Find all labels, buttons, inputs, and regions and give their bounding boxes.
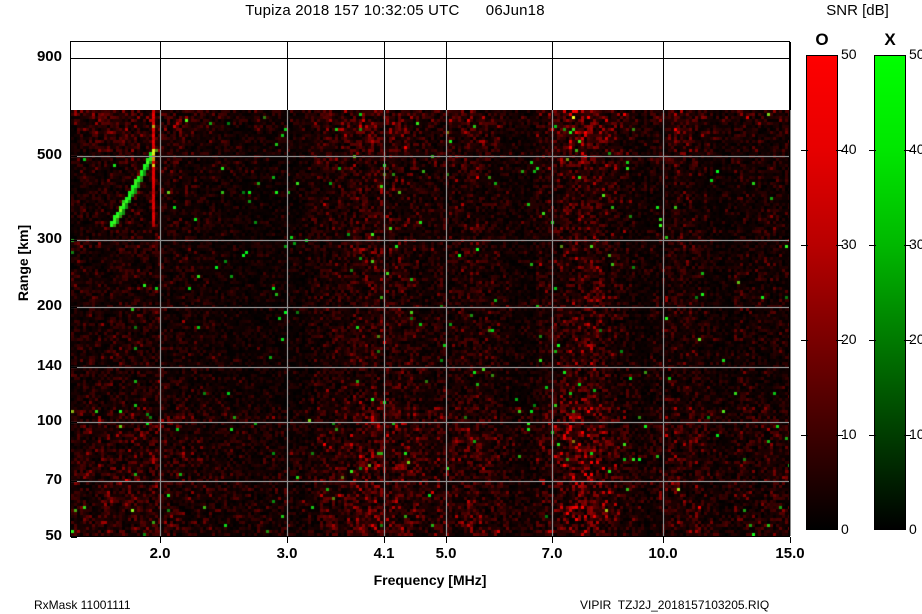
x-tick-label-2.0: 2.0 — [149, 545, 171, 562]
gridline-v-upper-6 — [790, 42, 791, 110]
y-tick-label-140: 140 — [36, 357, 62, 374]
colorbar-o-tick-label-20: 20 — [841, 331, 857, 347]
y-tick-mark-2 — [71, 240, 77, 241]
x-tick-mark-0 — [160, 537, 161, 543]
x-tick-mark-4 — [552, 537, 553, 543]
colorbar-o-tick-label-40: 40 — [841, 141, 857, 157]
gridline-v-upper-1 — [287, 42, 288, 110]
colorbar-o-tick-label-30: 30 — [841, 236, 857, 252]
gridline-v-0 — [160, 110, 161, 536]
x-tick-mark-6 — [790, 537, 791, 543]
colorbar-x-tick-right-2 — [904, 340, 911, 341]
gridline-v-upper-3 — [446, 42, 447, 110]
gridline-h-3 — [71, 307, 789, 308]
x-tick-label-3.0: 3.0 — [276, 545, 298, 562]
colorbar-o-tick-right-4 — [836, 150, 843, 151]
colorbar-x-tick-label-20: 20 — [909, 331, 922, 347]
colorbar-x-tick-label-10: 10 — [909, 426, 922, 442]
page-title: Tupiza 2018 157 10:32:05 UTC 06Jun18 — [245, 2, 545, 19]
gridline-v-6 — [790, 110, 791, 536]
rxmask-footer: RxMask 11001111 — [34, 598, 131, 612]
gridline-h-6 — [71, 481, 789, 482]
gridline-v-upper-4 — [552, 42, 553, 110]
x-axis-label: Frequency [MHz] — [373, 572, 487, 588]
colorbar-o-tick-1 — [801, 435, 808, 436]
gridline-h-4 — [71, 367, 789, 368]
y-tick-mark-7 — [71, 537, 77, 538]
gridline-h-2 — [71, 240, 789, 241]
gridline-h-1 — [71, 156, 789, 157]
gridline-v-1 — [287, 110, 288, 536]
gridline-v-upper-0 — [160, 42, 161, 110]
colorbar-o-tick-3 — [801, 245, 808, 246]
gridline-v-5 — [663, 110, 664, 536]
x-tick-label-4.1: 4.1 — [373, 545, 395, 562]
colorbar-title: SNR [dB] — [826, 2, 889, 19]
colorbar-x-tick-right-1 — [904, 435, 911, 436]
gridline-h-0 — [71, 58, 789, 59]
y-tick-mark-0 — [71, 58, 77, 59]
y-tick-label-100: 100 — [36, 412, 62, 429]
y-tick-mark-4 — [71, 367, 77, 368]
colorbar-x-tick-2 — [869, 340, 876, 341]
colorbar-o-tick-4 — [801, 150, 808, 151]
colorbar-x-tick-4 — [869, 150, 876, 151]
vipir-filename-footer: VIPIR TZJ2J_2018157103205.RIQ — [580, 598, 770, 612]
colorbar-x-tick-label-0: 0 — [909, 521, 917, 537]
colorbar-o-tick-label-10: 10 — [841, 426, 857, 442]
gridline-v-upper-5 — [663, 42, 664, 110]
y-tick-mark-5 — [71, 422, 77, 423]
colorbar-o-tick-2 — [801, 340, 808, 341]
colorbar-x-tick-label-40: 40 — [909, 141, 922, 157]
y-tick-mark-6 — [71, 481, 77, 482]
x-tick-label-10.0: 10.0 — [648, 545, 678, 562]
colorbar-o-label: O — [815, 30, 829, 49]
gridline-v-upper-2 — [384, 42, 385, 110]
x-tick-mark-3 — [446, 537, 447, 543]
y-tick-mark-3 — [71, 307, 77, 308]
gridline-v-2 — [384, 110, 385, 536]
y-tick-label-70: 70 — [45, 471, 62, 488]
gridline-h-5 — [71, 422, 789, 423]
x-tick-label-5.0: 5.0 — [435, 545, 457, 562]
colorbar-x-tick-right-3 — [904, 245, 911, 246]
ionogram-heatmap[interactable] — [71, 110, 789, 536]
y-tick-label-900: 900 — [36, 48, 62, 65]
colorbar-x-tick-1 — [869, 435, 876, 436]
colorbar-x-gradient[interactable] — [874, 55, 906, 530]
colorbar-o-tick-right-3 — [836, 245, 843, 246]
colorbar-x-tick-label-30: 30 — [909, 236, 922, 252]
colorbar-o-tick-right-1 — [836, 435, 843, 436]
colorbar-o-tick-label-50: 50 — [841, 46, 857, 62]
colorbar-x-tick-label-50: 50 — [909, 46, 922, 62]
y-tick-label-500: 500 — [36, 146, 62, 163]
x-tick-mark-5 — [663, 537, 664, 543]
colorbar-x-tick-3 — [869, 245, 876, 246]
y-tick-label-50: 50 — [45, 527, 62, 544]
colorbar-x-tick-right-4 — [904, 150, 911, 151]
x-tick-label-7.0: 7.0 — [541, 545, 563, 562]
y-tick-label-300: 300 — [36, 230, 62, 247]
gridline-v-4 — [552, 110, 553, 536]
colorbar-o-tick-right-2 — [836, 340, 843, 341]
colorbar-o-gradient[interactable] — [806, 55, 838, 530]
x-tick-label-15.0: 15.0 — [775, 545, 805, 562]
colorbar-x-label: X — [884, 30, 896, 49]
y-tick-mark-1 — [71, 156, 77, 157]
x-tick-mark-2 — [384, 537, 385, 543]
colorbar-o-tick-label-0: 0 — [841, 521, 849, 537]
x-tick-mark-1 — [287, 537, 288, 543]
y-tick-label-200: 200 — [36, 297, 62, 314]
gridline-v-3 — [446, 110, 447, 536]
